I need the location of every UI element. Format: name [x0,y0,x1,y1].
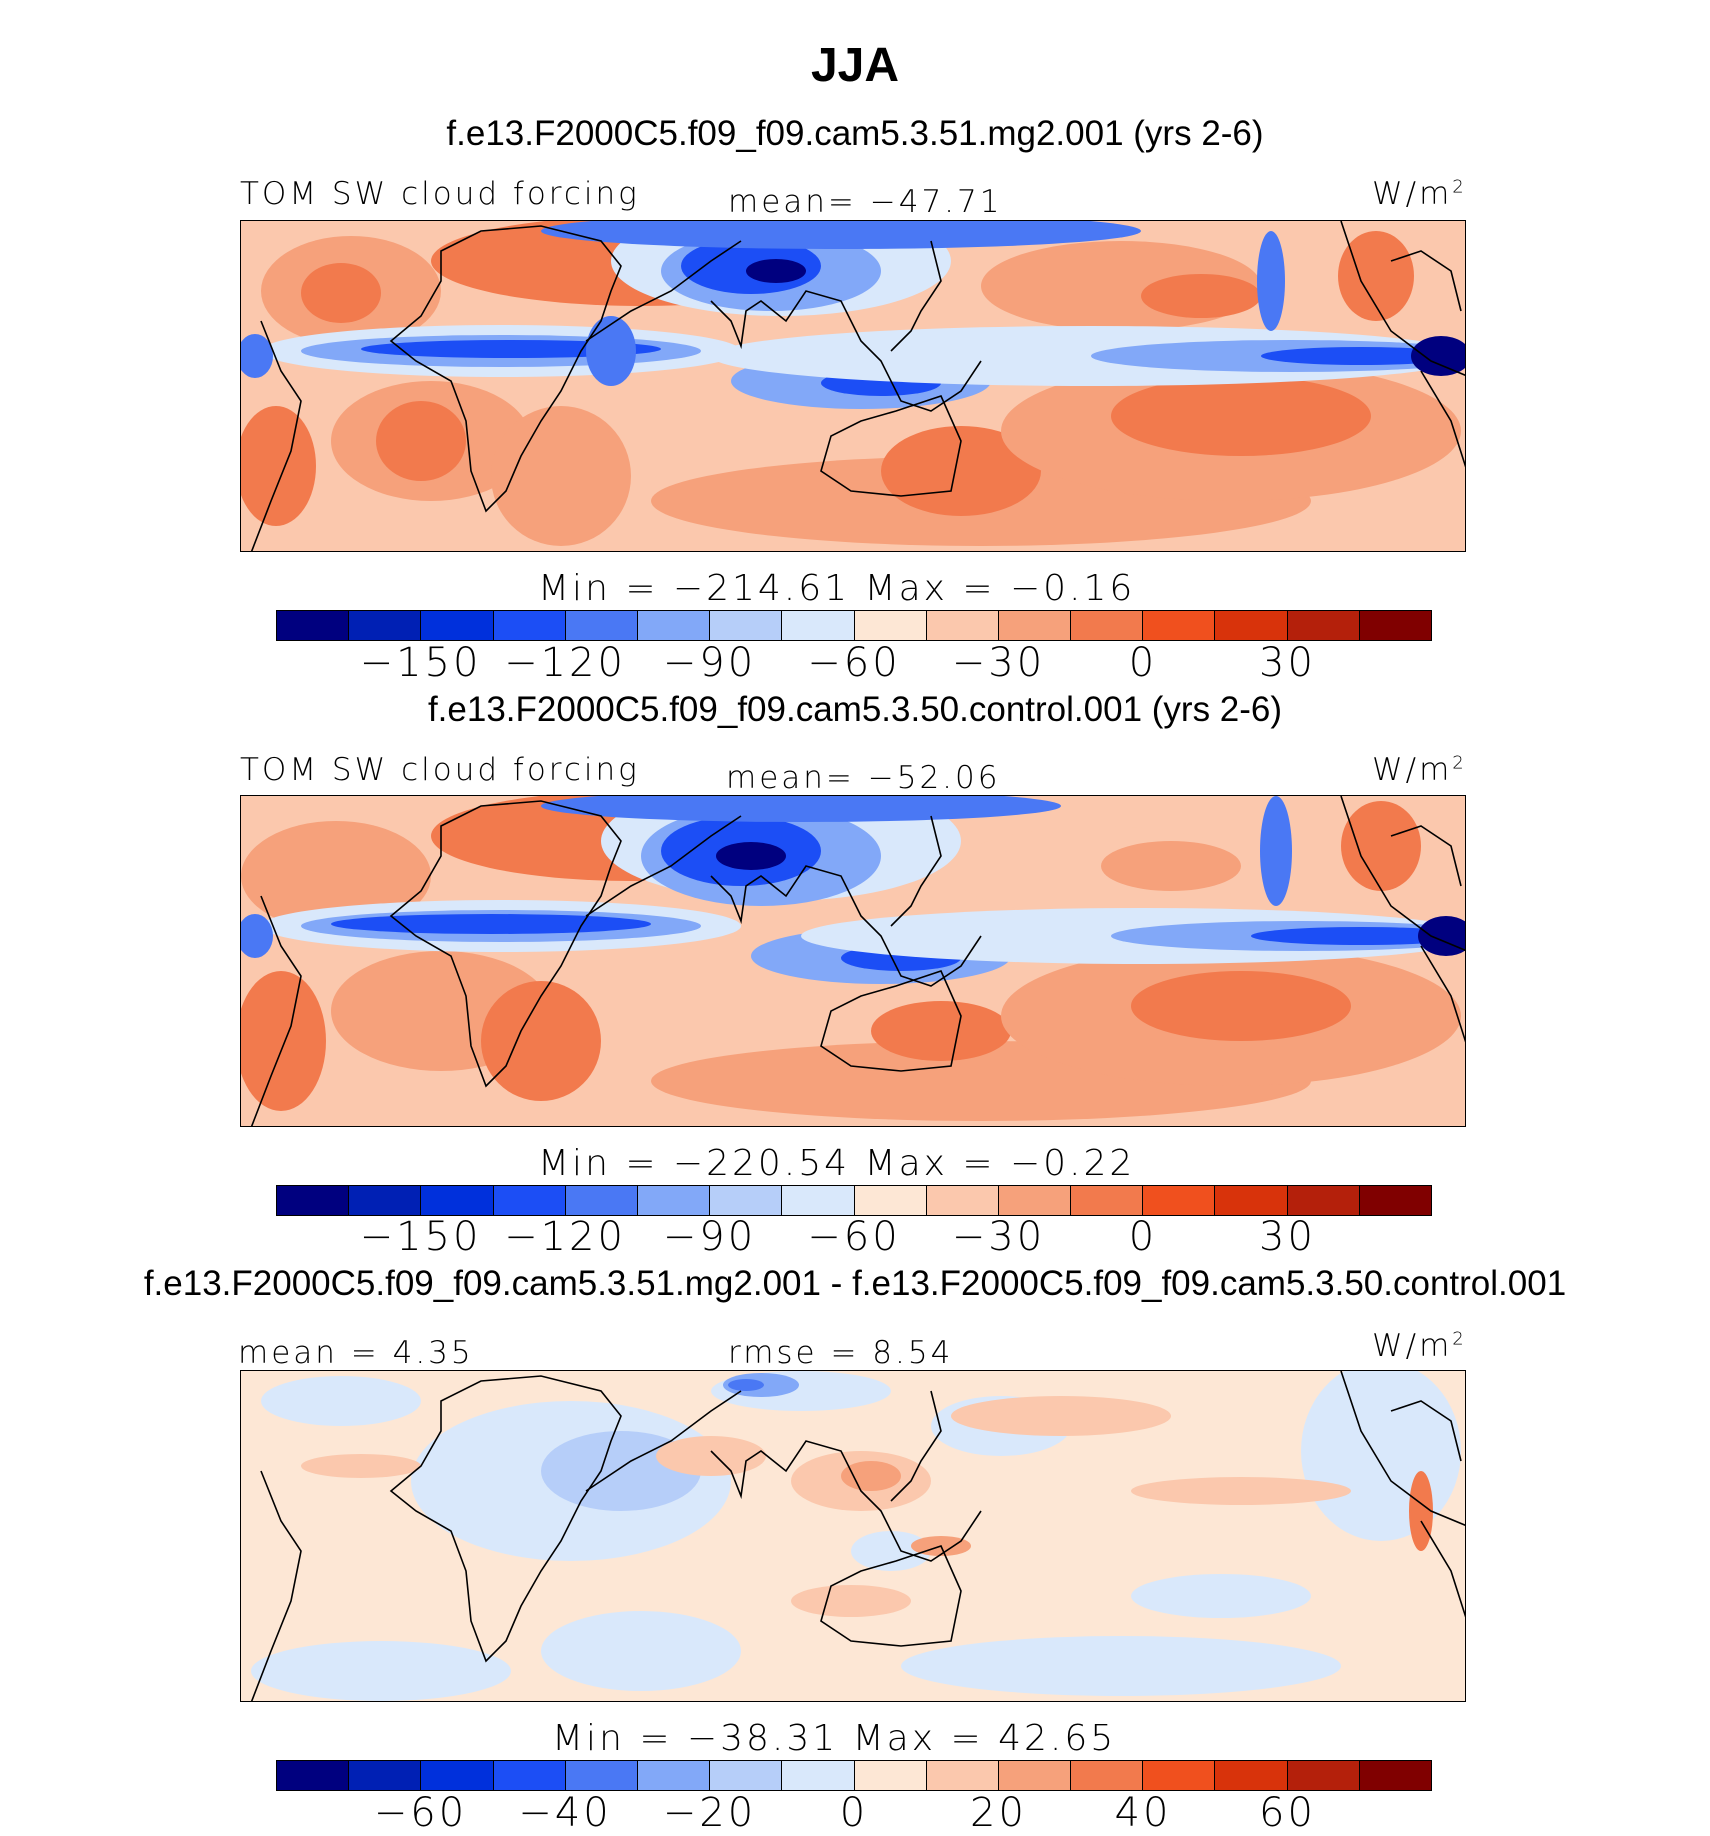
colorbar-cell [1287,611,1360,640]
colorbar-tick-label: −60 [373,1790,468,1836]
colorbar-tick-label: 60 [1259,1790,1316,1836]
colorbar-cell [710,1761,783,1790]
panel-3-units: W/m2 [1372,1328,1467,1364]
colorbar-cell [421,611,494,640]
panel-1-colorbar [276,610,1432,641]
colorbar-tick-label: 0 [1128,1214,1158,1260]
colorbar-cell [421,1186,494,1215]
panel-3-subtitle: f.e13.F2000C5.f09_f09.cam5.3.51.mg2.001 … [143,1264,1567,1303]
panel-3-mean-label: mean = 4.35 [238,1335,474,1371]
colorbar-cell [277,1761,350,1790]
colorbar-cell [854,611,927,640]
panel-2-colorbar [276,1185,1432,1216]
panel-1-mean-label: mean= −47.71 [728,184,1003,220]
panel-1-min-max: Min = −214.61 Max = −0.16 [538,568,1136,609]
panel-1-variable-label: TOM SW cloud forcing [240,176,640,212]
colorbar-cell [637,1761,711,1790]
panel-2-map [240,795,1466,1127]
colorbar-cell [782,1186,855,1215]
colorbar-cell [1359,1761,1431,1790]
panel-2-variable-label: TOM SW cloud forcing [240,752,640,788]
colorbar-cell [1359,611,1431,640]
colorbar-cell [710,611,783,640]
colorbar-cell [1071,611,1144,640]
colorbar-cell [1143,1186,1216,1215]
colorbar-cell [349,611,422,640]
panel-1-subtitle: f.e13.F2000C5.f09_f09.cam5.3.51.mg2.001 … [446,114,1264,153]
colorbar-cell [277,1186,350,1215]
colorbar-cell [998,611,1072,640]
colorbar-cell [493,611,566,640]
colorbar-cell [782,611,855,640]
colorbar-tick-label: 20 [970,1790,1027,1836]
panel-3-min-max: Min = −38.31 Max = 42.65 [552,1718,1117,1759]
colorbar-cell [1359,1186,1431,1215]
colorbar-tick-label: −60 [807,640,901,686]
colorbar-cell [926,1761,999,1790]
colorbar-cell [1143,611,1216,640]
colorbar-tick-label: −150 [359,1214,482,1260]
colorbar-cell [637,1186,711,1215]
colorbar-tick-label: −90 [662,640,757,686]
colorbar-cell [349,1761,422,1790]
colorbar-tick-label: 0 [839,1790,869,1836]
colorbar-cell [349,1186,422,1215]
colorbar-cell [1287,1186,1360,1215]
colorbar-tick-label: −60 [807,1214,901,1260]
colorbar-tick-label: 30 [1259,1214,1316,1260]
colorbar-cell [493,1186,566,1215]
colorbar-cell [998,1761,1072,1790]
colorbar-tick-label: 30 [1259,640,1316,686]
colorbar-cell [854,1186,927,1215]
colorbar-cell [565,611,638,640]
panel-3-rmse-label: rmse = 8.54 [728,1335,954,1371]
panel-3-colorbar [276,1760,1432,1791]
colorbar-tick-label: −150 [359,640,482,686]
colorbar-tick-label: −90 [662,1214,757,1260]
colorbar-cell [565,1761,638,1790]
colorbar-tick-label: −120 [504,640,626,686]
panel-2-units: W/m2 [1372,752,1467,788]
panel-1-units: W/m2 [1372,176,1467,212]
colorbar-cell [782,1761,855,1790]
colorbar-cell [926,611,999,640]
panel-1-map [240,220,1466,552]
colorbar-cell [1215,1761,1288,1790]
panel-3-map [240,1370,1466,1702]
colorbar-tick-label: −20 [662,1790,757,1836]
colorbar-cell [1143,1761,1216,1790]
colorbar-cell [926,1186,999,1215]
colorbar-cell [421,1761,494,1790]
colorbar-cell [1071,1761,1144,1790]
colorbar-tick-label: −30 [951,640,1046,686]
colorbar-cell [1287,1761,1360,1790]
colorbar-cell [710,1186,783,1215]
colorbar-cell [1215,611,1288,640]
colorbar-tick-label: −40 [518,1790,612,1836]
colorbar-cell [998,1186,1072,1215]
colorbar-cell [854,1761,927,1790]
panel-2-subtitle: f.e13.F2000C5.f09_f09.cam5.3.50.control.… [427,690,1283,729]
colorbar-tick-label: −30 [951,1214,1046,1260]
colorbar-tick-label: −120 [504,1214,626,1260]
colorbar-cell [493,1761,566,1790]
colorbar-cell [1071,1186,1144,1215]
colorbar-tick-label: 0 [1128,640,1158,686]
colorbar-cell [277,611,350,640]
colorbar-tick-label: 40 [1114,1790,1172,1836]
colorbar-cell [565,1186,638,1215]
panel-2-min-max: Min = −220.54 Max = −0.22 [538,1143,1136,1184]
colorbar-cell [637,611,711,640]
figure-title: JJA [810,39,900,92]
panel-2-mean-label: mean= −52.06 [726,760,1001,796]
colorbar-cell [1215,1186,1288,1215]
